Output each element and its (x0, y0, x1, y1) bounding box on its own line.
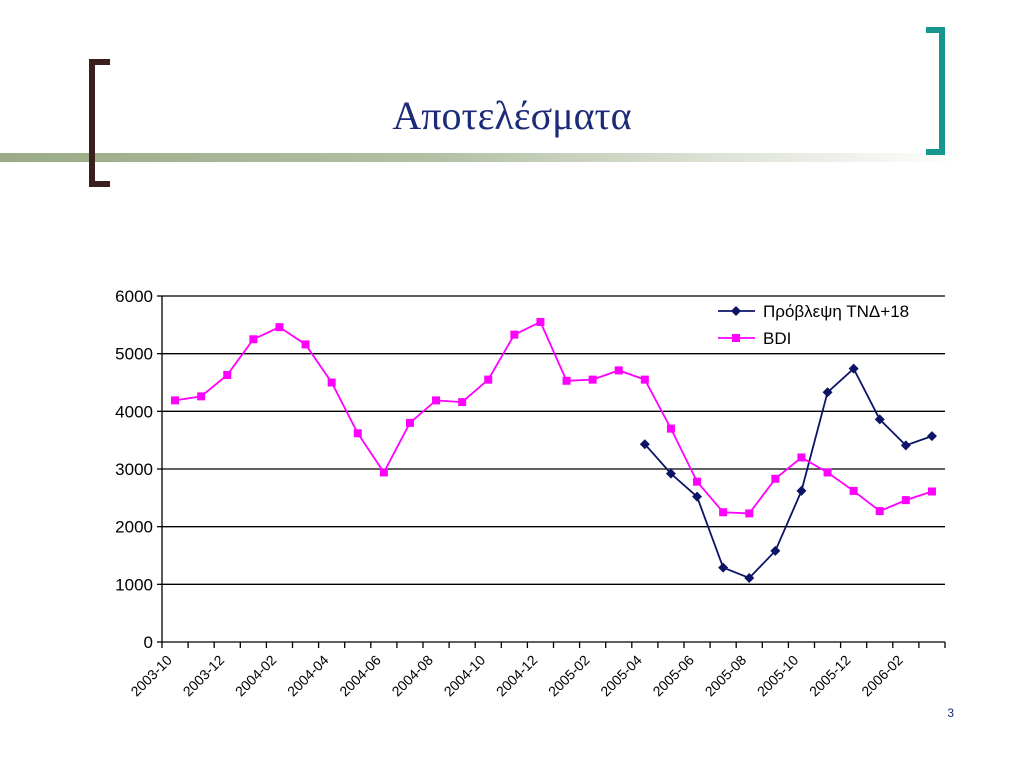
data-point (693, 477, 702, 486)
data-point (797, 453, 806, 462)
data-point (249, 335, 258, 344)
x-tick-label: 2005-10 (754, 652, 802, 700)
data-point (588, 375, 597, 384)
x-tick-label: 2004-04 (284, 652, 332, 700)
gridlines (162, 295, 945, 585)
y-tick-label: 4000 (115, 402, 153, 421)
x-tick-label: 2005-12 (806, 652, 854, 700)
x-tick-label: 2004-02 (232, 652, 280, 700)
x-tick-labels: 2003-10 2003-12 2004-02 2004-04 2004-06 2004-… (127, 652, 906, 700)
data-point (744, 572, 755, 583)
x-tick-label: 2005-06 (649, 652, 697, 700)
y-tick-labels: 0 1000 2000 3000 4000 5000 6000 (115, 287, 162, 652)
data-point (665, 468, 676, 479)
data-point (327, 378, 336, 387)
data-point (823, 468, 832, 477)
x-tick-label: 2003-10 (127, 652, 175, 700)
data-point (848, 363, 859, 374)
data-point (900, 440, 911, 451)
x-tick-label: 2004-08 (388, 652, 436, 700)
data-point (666, 424, 675, 433)
data-point (692, 491, 703, 502)
y-tick-label: 1000 (115, 575, 153, 594)
data-point (639, 439, 650, 450)
data-point (874, 414, 885, 425)
data-point (875, 507, 884, 516)
data-point (849, 486, 858, 495)
data-point (926, 431, 937, 442)
data-point (510, 330, 519, 339)
data-point (275, 323, 284, 332)
x-tick-label: 2003-12 (180, 652, 228, 700)
data-point (745, 509, 754, 518)
slide-title: Αποτελέσματα (392, 93, 632, 138)
y-tick-label: 6000 (115, 287, 153, 306)
x-tick-label: 2004-12 (493, 652, 541, 700)
data-point (432, 396, 441, 405)
data-point (771, 474, 780, 483)
data-point (562, 376, 571, 385)
series-line (644, 367, 933, 580)
y-tick-label: 2000 (115, 518, 153, 537)
data-point (405, 418, 414, 427)
x-tick-label: 2006-02 (858, 652, 906, 700)
data-point (171, 396, 180, 405)
data-point (770, 545, 781, 556)
x-tick-marks (161, 642, 946, 648)
x-tick-label: 2004-10 (441, 652, 489, 700)
data-point (614, 366, 623, 375)
x-tick-label: 2005-02 (545, 652, 593, 700)
series-bdi (171, 317, 936, 518)
legend: Πρόβλεψη ΤΝΔ+18 BDI (710, 297, 944, 352)
data-point (640, 375, 649, 384)
data-point (536, 317, 545, 326)
y-tick-label: 3000 (115, 460, 153, 479)
data-point (197, 392, 206, 401)
data-point (301, 340, 310, 349)
legend-box (710, 297, 944, 352)
data-point (901, 496, 910, 505)
series-line (174, 320, 933, 515)
left-bracket (89, 59, 110, 187)
data-point (353, 429, 362, 438)
x-tick-label: 2005-04 (597, 652, 645, 700)
y-tick-label: 0 (144, 633, 153, 652)
title-underline-bar (0, 153, 960, 162)
legend-marker (731, 306, 741, 316)
y-tick-label: 5000 (115, 345, 153, 364)
data-point (458, 398, 467, 407)
data-point (379, 468, 388, 477)
x-tick-label: 2005-08 (702, 652, 750, 700)
data-point (719, 508, 728, 517)
series-forecast (639, 363, 937, 583)
legend-marker (732, 334, 740, 342)
data-point (822, 387, 833, 398)
data-point (484, 375, 493, 384)
legend-label: BDI (763, 329, 791, 348)
data-point (927, 487, 936, 496)
data-point (223, 371, 232, 380)
x-tick-label: 2004-06 (336, 652, 384, 700)
right-bracket (926, 27, 945, 155)
data-point (718, 562, 729, 573)
data-point (796, 485, 807, 496)
legend-label: Πρόβλεψη ΤΝΔ+18 (763, 302, 909, 321)
slide-number: 3 (947, 706, 954, 720)
